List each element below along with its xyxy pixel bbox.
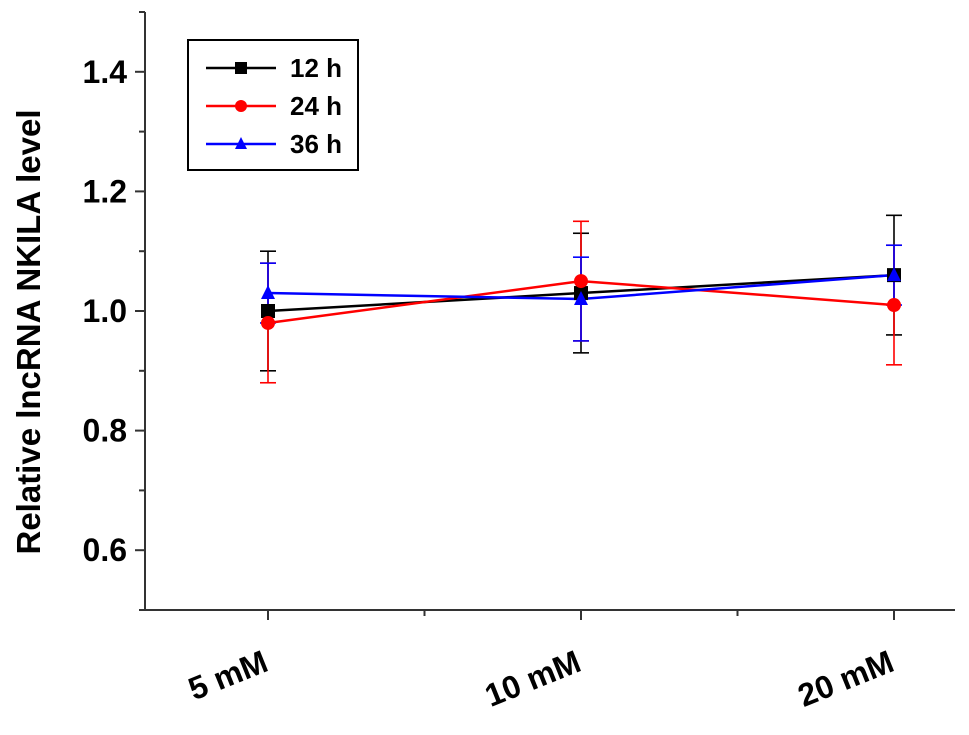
- legend-marker-12h: [235, 62, 247, 74]
- point-24h: [261, 315, 275, 330]
- y-tick-label: 1.4: [83, 54, 128, 90]
- y-axis-title: Relative lncRNA NKILA level: [10, 109, 47, 554]
- x-ticks: 5 mM 10 mM 20 mM: [183, 610, 899, 714]
- point-36h: [261, 285, 275, 300]
- legend-label-36h: 36 h: [290, 129, 342, 159]
- y-ticks: 0.6 0.8 1.0 1.2 1.4: [83, 11, 145, 611]
- x-tick-label: 20 mM: [793, 643, 899, 714]
- point-24h: [574, 274, 588, 289]
- point-12h: [261, 304, 275, 318]
- legend-marker-36h: [235, 137, 247, 149]
- point-24h: [887, 298, 901, 313]
- point-36h: [574, 291, 588, 306]
- x-tick-label: 5 mM: [183, 643, 272, 707]
- legend-marker-24h: [235, 100, 247, 112]
- series-markers: [261, 267, 901, 330]
- y-tick-label: 1.0: [83, 293, 127, 329]
- y-tick-label: 0.8: [83, 413, 127, 449]
- legend: 12 h 24 h 36 h: [187, 39, 359, 171]
- x-tick-label: 10 mM: [480, 643, 586, 714]
- point-36h: [887, 267, 901, 282]
- legend-label-24h: 24 h: [290, 91, 342, 121]
- legend-label-12h: 12 h: [290, 53, 342, 83]
- y-tick-label: 1.2: [83, 173, 127, 209]
- y-tick-label: 0.6: [83, 532, 127, 568]
